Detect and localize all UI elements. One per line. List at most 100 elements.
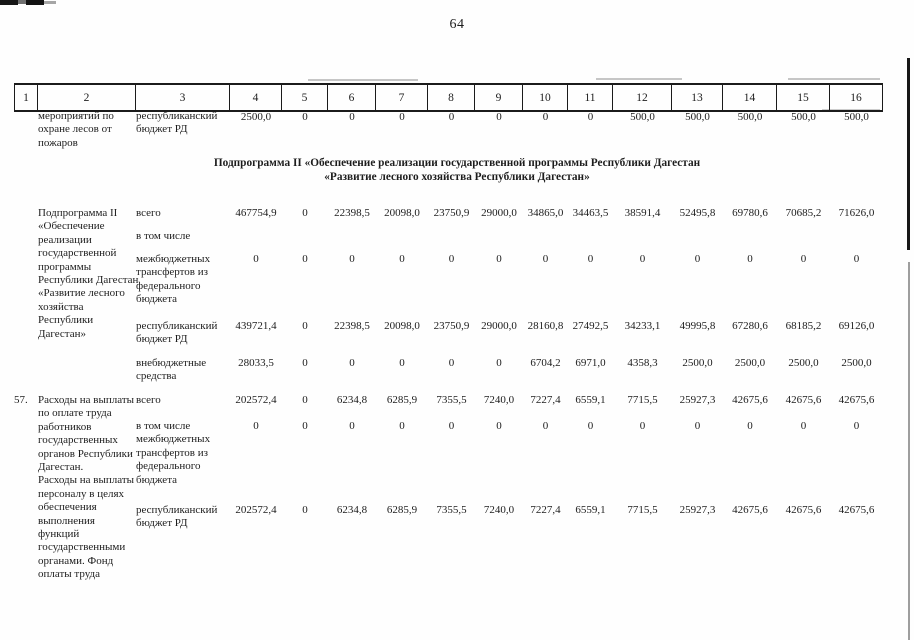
value-cell: 0: [587, 420, 594, 432]
funding-source-cell: внебюджетные средства: [136, 357, 207, 383]
value-cell: 0: [747, 253, 753, 265]
value-cell: 500,0: [685, 111, 710, 123]
column-header-3: 3: [136, 85, 230, 110]
value-cell: 23750,9: [433, 320, 470, 332]
value-cell: 25927,3: [679, 394, 716, 406]
value-cell: 25927,3: [679, 504, 716, 516]
value-cell: 0: [496, 420, 502, 432]
value-cell: 6971,0: [575, 357, 606, 369]
values-row: 0 0 0 0 0 0 0 0 0 0 0 0 0: [230, 253, 883, 266]
value-cell: 0: [302, 420, 308, 432]
value-cell: 0: [349, 111, 355, 123]
value-cell: 7240,0: [483, 394, 515, 406]
value-cell: 42675,6: [785, 394, 822, 406]
values-row: 202572,4 0 6234,8 6285,9 7355,5 7240,0 7227,4 6…: [230, 504, 883, 517]
value-cell: 0: [349, 357, 355, 369]
funding-source-cell: всего: [136, 207, 161, 219]
column-header-15: 15: [777, 85, 830, 110]
value-cell: 28160,8: [527, 320, 564, 332]
value-cell: 0: [448, 111, 455, 123]
value-cell: 69780,6: [732, 207, 768, 219]
column-header-4: 4: [230, 85, 282, 110]
value-cell: 0: [694, 253, 701, 265]
values-row: 0 0 0 0 0 0 0 0 0 0 0 0 0: [230, 420, 883, 433]
value-cell: 7715,5: [627, 394, 658, 406]
value-cell: 500,0: [791, 111, 816, 123]
value-cell: 7227,4: [530, 504, 561, 516]
value-cell: 7355,5: [436, 394, 467, 406]
column-header-13: 13: [672, 85, 723, 110]
column-header-1: 1: [14, 85, 38, 110]
value-cell: 0: [448, 357, 455, 369]
activity-cell: мероприятий по охране лесов от пожаров: [38, 110, 114, 149]
value-cell: 42675,6: [732, 504, 768, 516]
funding-source-cell: республиканский бюджет РД: [136, 504, 218, 530]
scan-artifact-right-edge: [908, 262, 910, 640]
value-cell: 0: [302, 504, 308, 516]
column-header-2: 2: [38, 85, 136, 110]
value-cell: 0: [542, 253, 549, 265]
value-cell: 34463,5: [572, 207, 609, 219]
column-header-16: 16: [830, 85, 883, 110]
value-cell: 42675,6: [838, 504, 875, 516]
value-cell: 7355,5: [436, 504, 467, 516]
scan-ghost-line: [596, 78, 682, 80]
table-header-row: 1 2 3 4 5 6 7 8 9 10 11 12 13 14 15 16: [14, 83, 883, 112]
scan-artifact-top-left: [18, 0, 26, 4]
subprogram-heading: Подпрограмма II «Обеспечение реализации …: [0, 156, 914, 184]
value-cell: 0: [853, 420, 860, 432]
scan-artifact-top-left: [44, 1, 56, 4]
value-cell: 0: [302, 320, 308, 332]
value-cell: 202572,4: [235, 394, 277, 406]
value-cell: 500,0: [844, 111, 869, 123]
values-row: 28033,5 0 0 0 0 0 6704,2 6971,0 4358,3 2500,0 2500…: [230, 357, 883, 370]
row-number-cell: 57.: [14, 394, 28, 406]
value-cell: 500,0: [737, 111, 763, 123]
heading-line-2: «Развитие лесного хозяйства Республики Д…: [324, 171, 590, 183]
subprogram-title-cell: Подпрограмма II «Обеспечение реализации …: [38, 207, 139, 340]
value-cell: 67280,6: [732, 320, 768, 332]
funding-source-cell: республиканский бюджет РД: [136, 110, 218, 136]
column-header-6: 6: [328, 85, 376, 110]
values-row: 439721,4 0 22398,5 20098,0 23750,9 29000,0 281…: [230, 320, 883, 333]
column-header-7: 7: [376, 85, 428, 110]
value-cell: 6234,8: [336, 394, 368, 406]
value-cell: 2500,0: [734, 357, 766, 369]
value-cell: 29000,0: [481, 207, 517, 219]
value-cell: 6704,2: [530, 357, 561, 369]
activity-cell: Расходы на выплаты по оплате труда работ…: [38, 394, 135, 581]
value-cell: 2500,0: [240, 111, 272, 123]
value-cell: 0: [639, 420, 646, 432]
value-cell: 6559,1: [575, 394, 606, 406]
value-cell: 6285,9: [386, 394, 418, 406]
value-cell: 0: [587, 253, 594, 265]
value-cell: 28033,5: [238, 357, 274, 369]
value-cell: 0: [496, 357, 502, 369]
value-cell: 69126,0: [838, 320, 875, 332]
value-cell: 0: [253, 420, 259, 432]
funding-source-cell: республиканский бюджет РД: [136, 320, 218, 346]
value-cell: 467754,9: [235, 207, 277, 219]
value-cell: 0: [800, 253, 807, 265]
value-cell: 0: [399, 111, 405, 123]
scan-ghost-line: [308, 79, 418, 81]
value-cell: 0: [800, 420, 807, 432]
value-cell: 0: [253, 253, 259, 265]
column-header-10: 10: [523, 85, 568, 110]
value-cell: 7227,4: [530, 394, 561, 406]
page-number: 64: [449, 17, 465, 32]
value-cell: 42675,6: [838, 394, 875, 406]
value-cell: 0: [399, 357, 405, 369]
value-cell: 202572,4: [235, 504, 277, 516]
values-row: 467754,9 0 22398,5 20098,0 23750,9 29000,0 348…: [230, 207, 883, 220]
value-cell: 2500,0: [788, 357, 819, 369]
funding-source-cell: межбюджетных трансфертов из федерального…: [136, 253, 211, 306]
column-header-8: 8: [428, 85, 475, 110]
value-cell: 34865,0: [527, 207, 564, 219]
value-cell: 20098,0: [384, 207, 420, 219]
value-cell: 29000,0: [481, 320, 517, 332]
value-cell: 38591,4: [624, 207, 661, 219]
value-cell: 0: [496, 253, 502, 265]
value-cell: 6285,9: [386, 504, 418, 516]
value-cell: 71626,0: [838, 207, 875, 219]
